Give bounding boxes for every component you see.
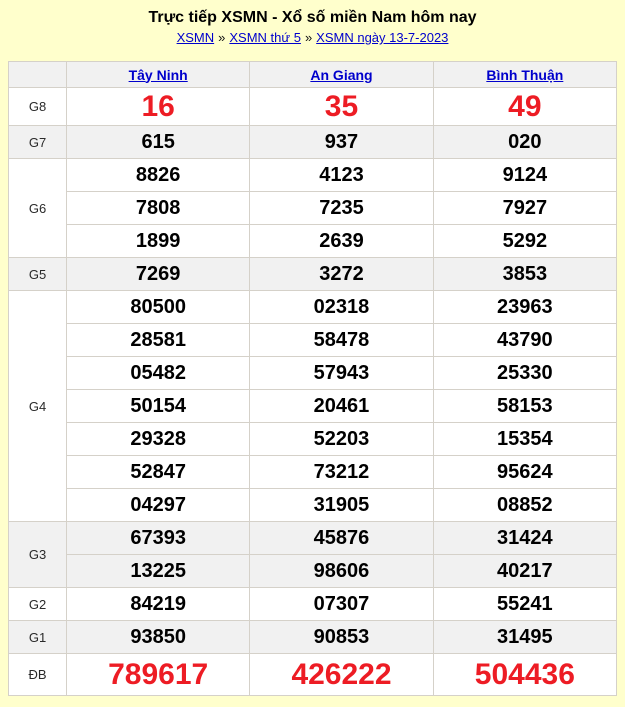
result-ĐB-province0-line0: 789617 [65,653,251,696]
prize-label-G5: G5 [8,257,67,291]
result-G4-province1-line6: 31905 [249,488,434,522]
result-G1-province2-line0: 31495 [432,620,618,654]
result-G2-province2-line0: 55241 [432,587,618,621]
province-header-0: Tây Ninh [65,61,251,88]
result-G4-province2-line5: 95624 [432,455,618,489]
result-G3-province2-line0: 31424 [432,521,618,555]
province-link-2[interactable]: Bình Thuận [486,66,564,83]
result-G4-province0-line5: 52847 [65,455,251,489]
prize-row-G4-line0: G4 80500 02318 23963 [8,290,618,522]
prize-row-ĐB-line0: ĐB 789617 426222 504436 [8,653,618,696]
prize-label-G3: G3 [8,521,67,588]
prize-label-G2: G2 [8,587,67,621]
result-G6-province0-line0: 8826 [65,158,251,192]
prize-row-G6-line2: 1899 2639 5292 [9,224,618,258]
result-G7-province1-line0: 937 [249,125,434,159]
prize-row-G7-line0: G7 615 937 020 [8,125,618,159]
province-header-1: An Giang [249,61,434,88]
province-link-1[interactable]: An Giang [310,66,373,83]
result-G4-province0-line3: 50154 [65,389,251,423]
result-G3-province0-line1: 13225 [65,554,251,588]
prize-row-G4-line2: 05482 57943 25330 [9,356,618,390]
result-G7-province0-line0: 615 [65,125,251,159]
prize-row-G2-line0: G2 84219 07307 55241 [8,587,618,621]
result-G4-province0-line0: 80500 [65,290,251,324]
page-title: Trực tiếp XSMN - Xổ số miền Nam hôm nay [148,9,477,26]
breadcrumb-link-0[interactable]: XSMN [176,30,215,45]
result-G8-province1-line0: 35 [249,87,434,126]
result-G4-province2-line1: 43790 [432,323,618,357]
result-G4-province2-line2: 25330 [432,356,618,390]
breadcrumb-link-2[interactable]: XSMN ngày 13-7-2023 [316,30,449,45]
prize-label-G6: G6 [8,158,67,258]
prize-row-G6-line0: G6 8826 4123 9124 [8,158,618,258]
results-body: G8 16 35 49 G7 615 937 020 G6 8826 4123 9124 7808 723… [8,87,618,696]
prize-row-G4-line3: 50154 20461 58153 [9,389,618,423]
prize-label-G1: G1 [8,620,67,654]
result-G2-province1-line0: 07307 [249,587,434,621]
result-G8-province2-line0: 49 [432,87,618,126]
result-G4-province1-line1: 58478 [249,323,434,357]
result-G4-province1-line0: 02318 [249,290,434,324]
result-ĐB-province1-line0: 426222 [249,653,434,696]
result-G4-province0-line1: 28581 [65,323,251,357]
result-G6-province2-line0: 9124 [432,158,618,192]
breadcrumb: XSMN» XSMN thứ 5» XSMN ngày 13-7-2023 [8,30,617,45]
result-G3-province1-line1: 98606 [249,554,434,588]
result-G7-province2-line0: 020 [432,125,618,159]
result-G6-province2-line1: 7927 [432,191,618,225]
prize-row-G8-line0: G8 16 35 49 [8,87,618,126]
result-G8-province0-line0: 16 [65,87,251,126]
breadcrumb-separator: » [218,30,226,45]
result-G4-province0-line6: 04297 [65,488,251,522]
prize-row-G1-line0: G1 93850 90853 31495 [8,620,618,654]
result-G5-province0-line0: 7269 [65,257,251,291]
result-G4-province1-line4: 52203 [249,422,434,456]
breadcrumb-separator: » [304,30,313,45]
result-G4-province1-line5: 73212 [249,455,434,489]
result-G4-province2-line0: 23963 [432,290,618,324]
table-header-row: Tây Ninh An Giang Bình Thuận [8,61,618,88]
result-G1-province0-line0: 93850 [65,620,251,654]
prize-row-G5-line0: G5 7269 3272 3853 [8,257,618,291]
result-G6-province1-line2: 2639 [249,224,434,258]
result-G4-province2-line6: 08852 [432,488,618,522]
result-G3-province1-line0: 45876 [249,521,434,555]
result-G4-province1-line3: 20461 [249,389,434,423]
breadcrumb-link-1[interactable]: XSMN thứ 5 [229,30,301,45]
result-G4-province2-line3: 58153 [432,389,618,423]
result-ĐB-province2-line0: 504436 [432,653,618,696]
result-G3-province0-line0: 67393 [65,521,251,555]
result-G6-province0-line1: 7808 [65,191,251,225]
result-G3-province2-line1: 40217 [432,554,618,588]
results-table: Tây Ninh An Giang Bình Thuận G8 16 35 49 G7 615… [8,61,618,696]
prize-label-G7: G7 [8,125,67,159]
prize-row-G3-line0: G3 67393 45876 31424 [8,521,618,588]
prize-row-G4-line5: 52847 73212 95624 [9,455,618,489]
result-G6-province0-line2: 1899 [65,224,251,258]
prize-label-G4: G4 [8,290,67,522]
result-G4-province2-line4: 15354 [432,422,618,456]
result-G4-province0-line2: 05482 [65,356,251,390]
prize-row-G4-line4: 29328 52203 15354 [9,422,618,456]
prize-label-G8: G8 [8,87,67,126]
corner-cell [8,61,67,88]
prize-row-G4-line6: 04297 31905 08852 [9,488,618,522]
result-G2-province0-line0: 84219 [65,587,251,621]
result-G4-province0-line4: 29328 [65,422,251,456]
result-G1-province1-line0: 90853 [249,620,434,654]
result-G6-province1-line0: 4123 [249,158,434,192]
result-G4-province1-line2: 57943 [249,356,434,390]
province-link-0[interactable]: Tây Ninh [128,66,188,83]
result-G5-province1-line0: 3272 [249,257,434,291]
result-G6-province1-line1: 7235 [249,191,434,225]
result-G5-province2-line0: 3853 [432,257,618,291]
result-G6-province2-line2: 5292 [432,224,618,258]
prize-row-G3-line1: 13225 98606 40217 [9,554,618,588]
prize-row-G6-line1: 7808 7235 7927 [9,191,618,225]
prize-label-ĐB: ĐB [8,653,67,696]
prize-row-G4-line1: 28581 58478 43790 [9,323,618,357]
province-header-2: Bình Thuận [432,61,618,88]
